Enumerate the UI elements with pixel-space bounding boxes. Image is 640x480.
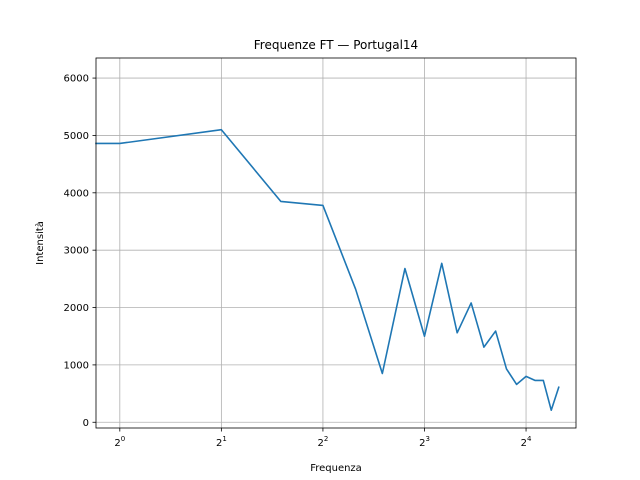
ticks: 20 21 22 23 24 0 1000 2000 3000 4000 5000 6000	[64, 74, 532, 449]
x-axis-label: Frequenza	[310, 463, 362, 474]
x-tick-label: 23	[419, 435, 430, 449]
x-tick-label: 20	[114, 435, 125, 449]
y-axis-label: Intensità	[34, 221, 46, 265]
y-tick-label: 2000	[64, 303, 89, 314]
y-tick-label: 0	[83, 418, 89, 429]
y-tick-label: 1000	[64, 360, 89, 371]
y-tick-label: 6000	[64, 74, 89, 85]
grid	[96, 58, 576, 428]
x-tick-label: 21	[216, 435, 227, 449]
chart-title: Frequenze FT — Portugal14	[254, 38, 418, 52]
y-tick-label: 3000	[64, 246, 89, 257]
x-tick-label: 24	[521, 435, 532, 449]
y-tick-label: 4000	[64, 188, 89, 199]
x-tick-label: 22	[318, 435, 329, 449]
data-line	[95, 128, 560, 412]
y-tick-label: 5000	[64, 131, 89, 142]
plot-area-frame	[95, 57, 577, 429]
data-line-group	[95, 128, 560, 412]
